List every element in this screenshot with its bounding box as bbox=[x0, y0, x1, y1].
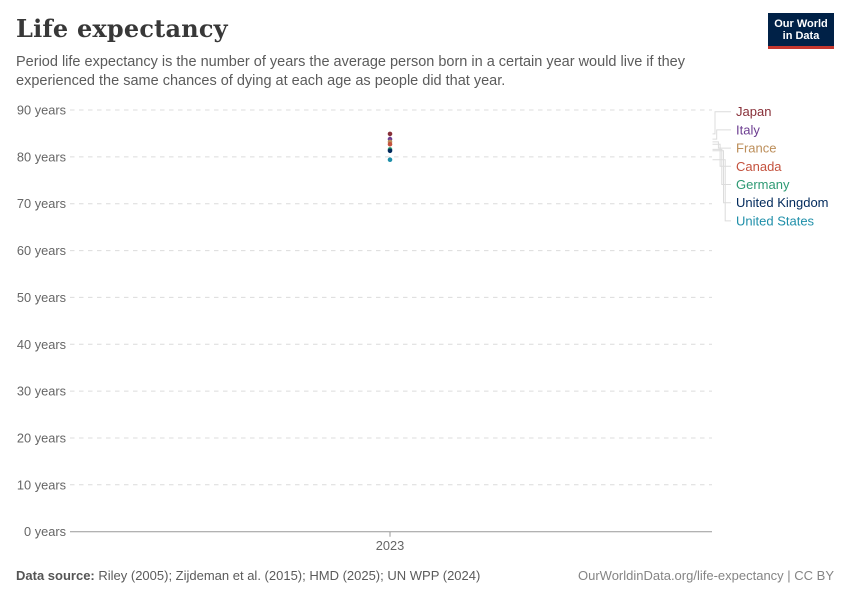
series-dot-united-states[interactable] bbox=[387, 157, 393, 162]
legend-label-canada[interactable]: Canada bbox=[736, 159, 782, 174]
data-source-note: Data source: Riley (2005); Zijdeman et a… bbox=[16, 568, 480, 583]
y-axis-tick-label: 30 years bbox=[17, 384, 66, 399]
legend-label-italy[interactable]: Italy bbox=[736, 122, 760, 137]
y-axis-tick-label: 40 years bbox=[17, 337, 66, 352]
legend-label-germany[interactable]: Germany bbox=[736, 177, 790, 192]
owid-logo[interactable]: Our World in Data bbox=[768, 13, 834, 49]
y-axis-tick-label: 50 years bbox=[17, 290, 66, 305]
y-axis-tick-label: 70 years bbox=[17, 196, 66, 211]
series-connector-japan bbox=[712, 111, 731, 135]
series-dot-united-kingdom[interactable] bbox=[387, 148, 393, 154]
series-dot-canada[interactable] bbox=[387, 141, 393, 147]
legend-label-united-kingdom[interactable]: United Kingdom bbox=[736, 195, 829, 210]
legend-label-japan[interactable]: Japan bbox=[736, 104, 771, 119]
page-title: Life expectancy bbox=[16, 14, 228, 43]
series-connector-france bbox=[712, 141, 731, 149]
y-axis-tick-label: 90 years bbox=[17, 103, 66, 118]
y-axis-tick-label: 0 years bbox=[24, 524, 66, 539]
series-connector-italy bbox=[712, 129, 731, 140]
y-axis-tick-label: 10 years bbox=[17, 477, 66, 492]
owid-logo-line1: Our World bbox=[774, 17, 828, 30]
legend-label-united-states[interactable]: United States bbox=[736, 213, 815, 228]
series-connector-united-kingdom bbox=[712, 150, 731, 204]
chart-subtitle: Period life expectancy is the number of … bbox=[16, 54, 685, 89]
legend-label-france[interactable]: France bbox=[736, 141, 776, 156]
y-axis-tick-label: 80 years bbox=[17, 149, 66, 164]
life-expectancy-chart: 0 years 10 years 20 years 30 years 40 years 5… bbox=[17, 103, 829, 554]
chart-footer: Data source: Riley (2005); Zijdeman et a… bbox=[16, 568, 834, 583]
owid-logo-line2: in Data bbox=[782, 29, 820, 42]
license-credit[interactable]: OurWorldinData.org/life-expectancy | CC … bbox=[577, 568, 834, 583]
series-connector-united-states bbox=[712, 159, 731, 222]
data-source-label: Data source: bbox=[16, 568, 95, 583]
y-axis-tick-label: 20 years bbox=[17, 431, 66, 446]
y-axis-tick-label: 60 years bbox=[17, 243, 66, 258]
series-connector-germany bbox=[712, 148, 731, 185]
series-dot-japan[interactable] bbox=[387, 131, 393, 137]
data-source-text: Riley (2005); Zijdeman et al. (2015); HM… bbox=[94, 568, 481, 583]
x-axis-tick-label: 2023 bbox=[376, 538, 404, 553]
